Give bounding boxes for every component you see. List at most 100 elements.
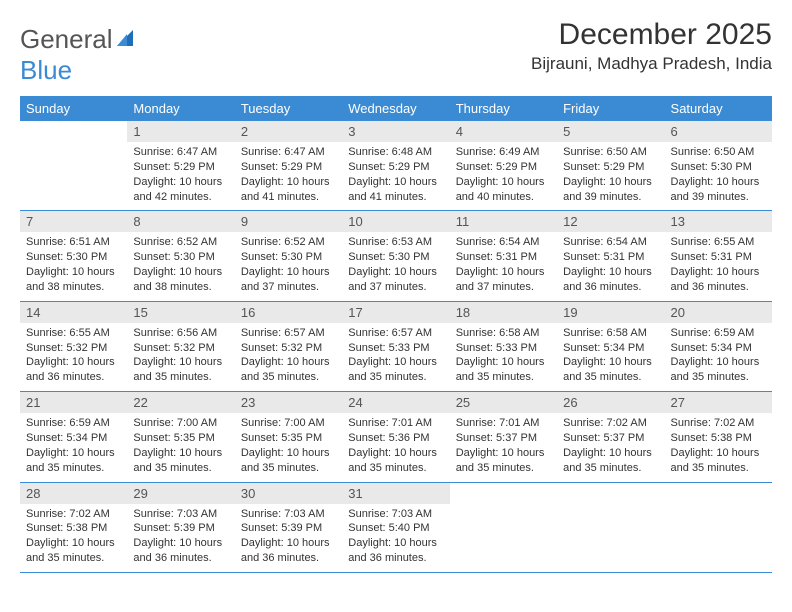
daylight-line: Daylight: 10 hours and 35 minutes. (456, 446, 551, 476)
calendar-day-cell: 28Sunrise: 7:02 AMSunset: 5:38 PMDayligh… (20, 482, 127, 572)
day-number: 9 (235, 211, 342, 232)
day-body: Sunrise: 7:02 AMSunset: 5:38 PMDaylight:… (20, 504, 127, 572)
daylight-line: Daylight: 10 hours and 37 minutes. (348, 265, 443, 295)
sunset-line: Sunset: 5:35 PM (133, 431, 228, 446)
calendar-day-cell: 11Sunrise: 6:54 AMSunset: 5:31 PMDayligh… (450, 211, 557, 301)
sunset-line: Sunset: 5:37 PM (456, 431, 551, 446)
calendar-day-cell: 10Sunrise: 6:53 AMSunset: 5:30 PMDayligh… (342, 211, 449, 301)
day-body: Sunrise: 6:59 AMSunset: 5:34 PMDaylight:… (20, 413, 127, 481)
sunset-line: Sunset: 5:33 PM (456, 341, 551, 356)
sunset-line: Sunset: 5:29 PM (241, 160, 336, 175)
sunrise-line: Sunrise: 6:58 AM (563, 326, 658, 341)
day-number: 15 (127, 302, 234, 323)
calendar-day-cell (557, 482, 664, 572)
day-body: Sunrise: 6:56 AMSunset: 5:32 PMDaylight:… (127, 323, 234, 391)
sunrise-line: Sunrise: 6:54 AM (456, 235, 551, 250)
calendar-day-cell: 16Sunrise: 6:57 AMSunset: 5:32 PMDayligh… (235, 301, 342, 391)
calendar-day-cell: 19Sunrise: 6:58 AMSunset: 5:34 PMDayligh… (557, 301, 664, 391)
daylight-line: Daylight: 10 hours and 35 minutes. (348, 446, 443, 476)
daylight-line: Daylight: 10 hours and 41 minutes. (241, 175, 336, 205)
brand-name: General Blue (20, 24, 135, 86)
day-number: 13 (665, 211, 772, 232)
calendar-day-cell: 29Sunrise: 7:03 AMSunset: 5:39 PMDayligh… (127, 482, 234, 572)
daylight-line: Daylight: 10 hours and 35 minutes. (26, 446, 121, 476)
brand-part2: Blue (20, 55, 72, 85)
calendar-day-cell: 14Sunrise: 6:55 AMSunset: 5:32 PMDayligh… (20, 301, 127, 391)
daylight-line: Daylight: 10 hours and 40 minutes. (456, 175, 551, 205)
day-body: Sunrise: 6:47 AMSunset: 5:29 PMDaylight:… (127, 142, 234, 210)
day-number: 29 (127, 483, 234, 504)
calendar-day-cell: 9Sunrise: 6:52 AMSunset: 5:30 PMDaylight… (235, 211, 342, 301)
day-number: 30 (235, 483, 342, 504)
sunrise-line: Sunrise: 6:56 AM (133, 326, 228, 341)
day-body: Sunrise: 6:52 AMSunset: 5:30 PMDaylight:… (127, 232, 234, 300)
calendar-day-cell: 5Sunrise: 6:50 AMSunset: 5:29 PMDaylight… (557, 121, 664, 211)
day-body: Sunrise: 6:58 AMSunset: 5:34 PMDaylight:… (557, 323, 664, 391)
day-number: 27 (665, 392, 772, 413)
day-body: Sunrise: 6:50 AMSunset: 5:30 PMDaylight:… (665, 142, 772, 210)
weekday-header: Tuesday (235, 96, 342, 121)
calendar-day-cell: 30Sunrise: 7:03 AMSunset: 5:39 PMDayligh… (235, 482, 342, 572)
day-body: Sunrise: 6:51 AMSunset: 5:30 PMDaylight:… (20, 232, 127, 300)
day-body: Sunrise: 6:49 AMSunset: 5:29 PMDaylight:… (450, 142, 557, 210)
sunrise-line: Sunrise: 6:57 AM (241, 326, 336, 341)
day-number: 10 (342, 211, 449, 232)
sunrise-line: Sunrise: 6:47 AM (241, 145, 336, 160)
sunset-line: Sunset: 5:32 PM (26, 341, 121, 356)
calendar-week-row: 7Sunrise: 6:51 AMSunset: 5:30 PMDaylight… (20, 211, 772, 301)
calendar-table: SundayMondayTuesdayWednesdayThursdayFrid… (20, 96, 772, 573)
day-number: 2 (235, 121, 342, 142)
day-number: 26 (557, 392, 664, 413)
sunset-line: Sunset: 5:31 PM (563, 250, 658, 265)
day-body: Sunrise: 7:02 AMSunset: 5:37 PMDaylight:… (557, 413, 664, 481)
daylight-line: Daylight: 10 hours and 35 minutes. (671, 446, 766, 476)
day-number: 8 (127, 211, 234, 232)
day-number: 22 (127, 392, 234, 413)
sunrise-line: Sunrise: 6:59 AM (26, 416, 121, 431)
weekday-header: Saturday (665, 96, 772, 121)
day-number: 14 (20, 302, 127, 323)
sunrise-line: Sunrise: 6:50 AM (671, 145, 766, 160)
day-body: Sunrise: 6:55 AMSunset: 5:31 PMDaylight:… (665, 232, 772, 300)
sunset-line: Sunset: 5:36 PM (348, 431, 443, 446)
calendar-day-cell: 1Sunrise: 6:47 AMSunset: 5:29 PMDaylight… (127, 121, 234, 211)
calendar-day-cell: 4Sunrise: 6:49 AMSunset: 5:29 PMDaylight… (450, 121, 557, 211)
day-body: Sunrise: 7:01 AMSunset: 5:36 PMDaylight:… (342, 413, 449, 481)
sunrise-line: Sunrise: 7:02 AM (671, 416, 766, 431)
day-number: 5 (557, 121, 664, 142)
daylight-line: Daylight: 10 hours and 38 minutes. (133, 265, 228, 295)
daylight-line: Daylight: 10 hours and 35 minutes. (26, 536, 121, 566)
calendar-day-cell: 20Sunrise: 6:59 AMSunset: 5:34 PMDayligh… (665, 301, 772, 391)
day-number: 18 (450, 302, 557, 323)
daylight-line: Daylight: 10 hours and 35 minutes. (133, 355, 228, 385)
calendar-week-row: 28Sunrise: 7:02 AMSunset: 5:38 PMDayligh… (20, 482, 772, 572)
weekday-header: Sunday (20, 96, 127, 121)
sunrise-line: Sunrise: 7:02 AM (563, 416, 658, 431)
daylight-line: Daylight: 10 hours and 38 minutes. (26, 265, 121, 295)
sunset-line: Sunset: 5:29 PM (133, 160, 228, 175)
sunrise-line: Sunrise: 6:51 AM (26, 235, 121, 250)
day-number: 12 (557, 211, 664, 232)
day-body: Sunrise: 7:01 AMSunset: 5:37 PMDaylight:… (450, 413, 557, 481)
day-number: 21 (20, 392, 127, 413)
day-number: 3 (342, 121, 449, 142)
calendar-day-cell: 6Sunrise: 6:50 AMSunset: 5:30 PMDaylight… (665, 121, 772, 211)
day-body: Sunrise: 6:57 AMSunset: 5:32 PMDaylight:… (235, 323, 342, 391)
sunset-line: Sunset: 5:29 PM (348, 160, 443, 175)
day-body: Sunrise: 6:57 AMSunset: 5:33 PMDaylight:… (342, 323, 449, 391)
title-block: December 2025 Bijrauni, Madhya Pradesh, … (531, 18, 772, 74)
day-body: Sunrise: 6:50 AMSunset: 5:29 PMDaylight:… (557, 142, 664, 210)
daylight-line: Daylight: 10 hours and 35 minutes. (671, 355, 766, 385)
sunrise-line: Sunrise: 7:01 AM (348, 416, 443, 431)
daylight-line: Daylight: 10 hours and 35 minutes. (241, 446, 336, 476)
sunrise-line: Sunrise: 6:57 AM (348, 326, 443, 341)
day-body: Sunrise: 7:02 AMSunset: 5:38 PMDaylight:… (665, 413, 772, 481)
sunset-line: Sunset: 5:30 PM (348, 250, 443, 265)
day-number: 24 (342, 392, 449, 413)
daylight-line: Daylight: 10 hours and 36 minutes. (241, 536, 336, 566)
day-number: 25 (450, 392, 557, 413)
sunset-line: Sunset: 5:38 PM (26, 521, 121, 536)
sunrise-line: Sunrise: 6:48 AM (348, 145, 443, 160)
sunrise-line: Sunrise: 6:47 AM (133, 145, 228, 160)
day-body: Sunrise: 7:03 AMSunset: 5:39 PMDaylight:… (127, 504, 234, 572)
